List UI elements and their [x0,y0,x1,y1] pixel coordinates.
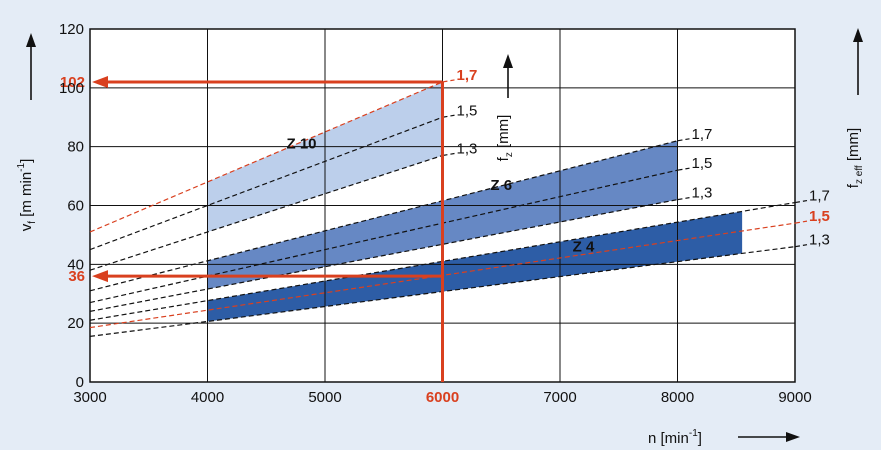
y-tick-3: 60 [67,198,84,215]
x-tick-6: 9000 [778,389,811,406]
right-axis-title: fz eff [mm] [845,28,865,188]
x-axis-arrow-head [786,432,800,442]
x-tick-4: 7000 [543,389,576,406]
series-line-ext-0-2 [442,152,455,157]
right-axis-label-unit: [mm] [845,128,862,166]
y-tick-0: 0 [76,374,84,391]
fz-label-1-2: 1,3 [692,185,713,202]
fz-label-1-1: 1,5 [692,155,713,172]
series-line-ext-1-0 [677,138,690,142]
fz-label-0-0: 1,7 [457,67,478,84]
inner-axis-title: fz [mm] [495,54,515,161]
x-tick-1: 4000 [191,389,224,406]
series-line-ext-1-2 [677,197,690,201]
x-axis-label-end: ] [698,430,702,447]
labels-layer: 1,7 1,5 1,3 Z 10 1,7 1,5 1,3 Z 6 1,7 1,5 1,3 Z 4 [286,67,829,256]
series-line-ext-0-1 [442,114,455,118]
y-tick-1: 20 [67,315,84,332]
y-tick-4: 80 [67,139,84,156]
x-tick-5: 8000 [661,389,694,406]
ticks-layer: 3000 4000 5000 6000 7000 8000 9000 0 20 40 60 80 100… [59,21,812,406]
right-axis-arrow-head [853,28,863,42]
band-label-1: Z 6 [490,177,512,194]
series-line-ext-2-2 [794,244,808,248]
series-line-0-2 [89,154,443,271]
y-tick-2: 40 [67,256,84,273]
band-label-0: Z 10 [286,136,316,153]
y-axis-label-sub: f [27,221,38,224]
y-axis-label-end: ] [18,159,35,163]
fz-label-2-2: 1,3 [809,232,830,249]
reading-label-0: 102 [60,74,85,91]
reading-arrow-0 [92,75,108,88]
fz-label-0-1: 1,5 [457,102,478,119]
band-fill-2 [207,211,743,322]
svg-text:n [min-1]: n [min-1] [648,428,702,447]
reading-arrow-1 [92,270,108,283]
svg-text:fz eff [mm]: fz eff [mm] [845,128,865,188]
x-axis-title: n [min-1] [648,428,800,447]
x-axis-label-sup: -1 [689,428,698,439]
y-tick-5: 100 [59,80,84,97]
inner-axis-label-main: f [495,156,512,161]
svg-text:vf [m min-1]: vf [m min-1] [16,159,38,232]
right-axis-label-main: f [845,183,862,188]
y-axis-label-unit: [m min [18,172,35,221]
fz-label-1-0: 1,7 [692,126,713,143]
reading-label-1: 36 [68,268,85,285]
inner-axis-label-unit: [mm] [495,115,512,153]
fz-label-2-0: 1,7 [809,188,830,205]
fz-label-2-1: 1,5 [809,208,830,225]
svg-text:fz [mm]: fz [mm] [495,115,515,162]
x-axis-label: n [min [648,430,689,447]
inner-axis-label-sub: z [504,152,515,157]
reading-layer: 102 36 [60,74,444,382]
series-line-ext-1-1 [677,167,690,171]
series-line-ext-2-0 [794,199,808,204]
series-line-1-0 [89,140,678,292]
series-line-2-0 [89,201,796,321]
series-line-0-1 [89,116,443,251]
x-tick-0: 3000 [73,389,106,406]
series-line-1-1 [89,169,678,304]
series-line-ext-2-1 [794,220,808,224]
series-line-ext-0-0 [442,79,455,83]
band-label-2: Z 4 [573,239,595,256]
x-tick-2: 5000 [308,389,341,406]
inner-axis-arrow-head [503,54,513,68]
x-tick-3: 6000 [426,389,459,406]
fz-label-0-2: 1,3 [457,140,478,157]
y-axis-title: vf [m min-1] [16,33,38,231]
series-line-1-2 [89,199,678,312]
right-axis-label-sub: z eff [854,165,865,184]
y-axis-label-main: v [18,223,35,231]
y-axis-label-sup: -1 [16,162,27,171]
y-tick-6: 120 [59,21,84,38]
y-axis-arrow-head [26,33,36,47]
